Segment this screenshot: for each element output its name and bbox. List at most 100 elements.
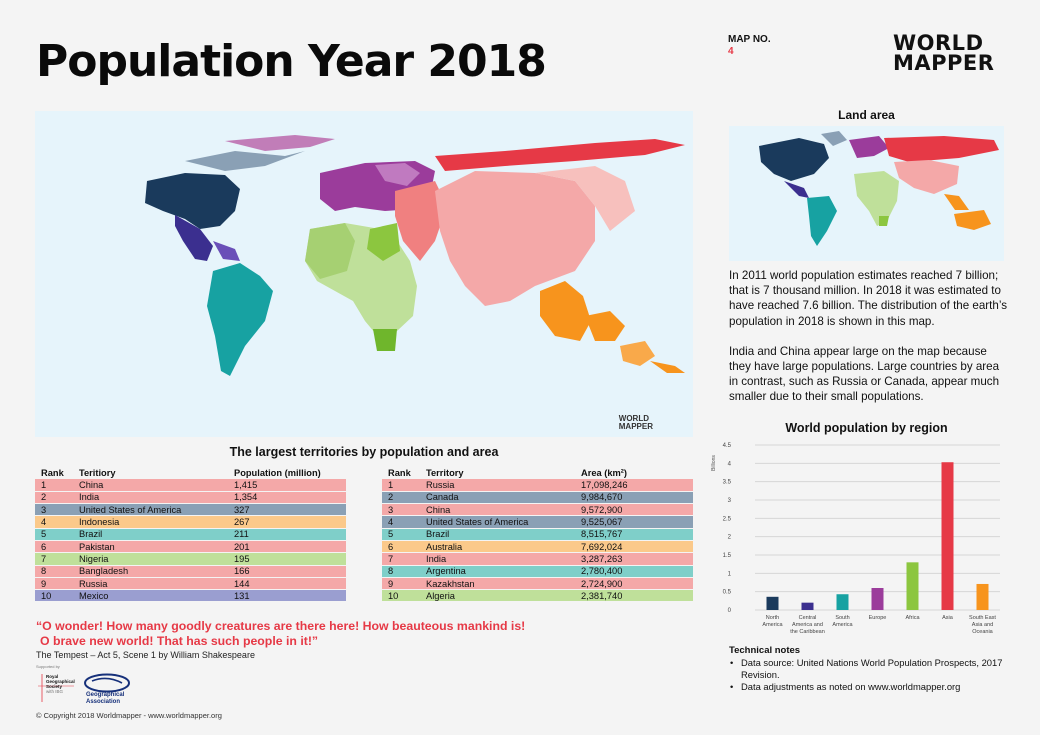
bar <box>941 462 954 610</box>
area-cell-value: 3,287,263 <box>575 552 693 566</box>
grid-layer: 0 0.5 1 1.5 2 2.5 3 3.5 4 4.5 <box>723 443 1000 614</box>
description-paragraph-2: India and China appear large on the map … <box>729 344 1000 404</box>
bar <box>871 588 884 610</box>
land-central-america <box>784 181 809 198</box>
x-tick-label: Europe <box>869 615 887 621</box>
ga-text-line-2: Association <box>86 698 121 705</box>
area-cell-name: Kazakhstan <box>420 577 575 591</box>
x-tick-label: Oceania <box>972 629 993 635</box>
quote-line-1: “O wonder! How many goodly creatures are… <box>36 619 526 633</box>
area-cell-rank: 1 <box>382 479 420 492</box>
population-cell-value: 1,354 <box>228 491 346 505</box>
area-table-header: Rank Territory Area (km²) <box>382 467 693 479</box>
north-america-shape <box>145 173 240 229</box>
bar-chart-svg: 00.511.522.533.544.5 NorthAmericaCentral… <box>711 443 1000 635</box>
pacific-islands-shape <box>650 361 685 373</box>
ga-text: Geographical Association <box>86 692 124 705</box>
population-cell-value: 131 <box>228 589 346 603</box>
population-row: 4 Indonesia 267 <box>35 515 346 529</box>
y-tick-label: 1 <box>728 571 732 577</box>
rgs-text-line-1: Royal <box>46 674 59 679</box>
population-row: 7 Nigeria 195 <box>35 552 346 566</box>
population-cell-value: 327 <box>228 503 346 517</box>
land-southeast-asia <box>944 194 969 210</box>
area-cell-name: Australia <box>420 540 575 554</box>
x-tick-label: America <box>832 622 853 628</box>
worldmapper-logo[interactable]: WORLD MAPPER <box>893 33 994 74</box>
population-cell-rank: 7 <box>35 552 73 566</box>
population-cell-rank: 4 <box>35 515 73 529</box>
y-tick-label: 3.5 <box>723 480 732 486</box>
asia-shape <box>435 171 595 306</box>
southeast-asia-shape <box>540 281 591 341</box>
land-area-map <box>729 126 1004 261</box>
geographical-association-logo[interactable] <box>82 673 132 705</box>
map-number-value: 4 <box>728 46 734 57</box>
x-tick-label: America and <box>792 622 823 628</box>
area-row: 8 Argentina 2,780,400 <box>382 565 693 578</box>
population-cell-value: 267 <box>228 515 346 529</box>
y-tick-label: 4.5 <box>723 443 732 449</box>
population-cell-rank: 8 <box>35 565 73 578</box>
land-south-america <box>807 196 837 246</box>
population-cartogram: WORLD MAPPER <box>35 111 693 437</box>
population-cell-name: Russia <box>73 577 228 591</box>
area-cell-name: United States of America <box>420 515 575 529</box>
area-cell-rank: 5 <box>382 528 420 541</box>
population-cell-value: 201 <box>228 540 346 554</box>
south-africa-shape <box>373 329 397 351</box>
x-tick-label: the Caribbean <box>790 629 825 635</box>
population-cell-name: Pakistan <box>73 540 228 554</box>
land-asia <box>894 160 959 194</box>
land-area-shapes <box>759 131 999 246</box>
area-cell-rank: 9 <box>382 577 420 591</box>
area-cell-value: 2,780,400 <box>575 565 693 578</box>
population-cell-rank: 9 <box>35 577 73 591</box>
population-cell-name: Bangladesh <box>73 565 228 578</box>
population-cell-rank: 10 <box>35 589 73 603</box>
area-header-rank: Rank <box>388 468 411 478</box>
land-greenland <box>821 131 847 146</box>
area-cell-name: India <box>420 552 575 566</box>
population-cell-rank: 1 <box>35 479 73 492</box>
area-cell-value: 9,984,670 <box>575 491 693 505</box>
area-row: 5 Brazil 8,515,767 <box>382 528 693 541</box>
cartogram-shapes <box>145 135 685 376</box>
population-row: 10 Mexico 131 <box>35 589 346 603</box>
area-cell-name: Russia <box>420 479 575 492</box>
population-cell-rank: 2 <box>35 491 73 505</box>
map-watermark-line-2: MAPPER <box>618 422 653 431</box>
y-tick-label: 0 <box>728 608 732 614</box>
area-row: 3 China 9,572,900 <box>382 503 693 517</box>
area-row: 9 Kazakhstan 2,724,900 <box>382 577 693 591</box>
population-cell-value: 211 <box>228 528 346 541</box>
map-watermark: WORLD MAPPER <box>619 415 653 431</box>
population-cell-value: 1,415 <box>228 479 346 492</box>
x-tick-label: North <box>766 615 779 621</box>
population-cell-name: Brazil <box>73 528 228 541</box>
area-cell-name: Algeria <box>420 589 575 603</box>
area-header-value: Area (km²) <box>581 468 627 478</box>
quote-source: The Tempest – Act 5, Scene 1 by William … <box>36 650 255 660</box>
east-africa-shape <box>367 223 400 261</box>
ga-text-line-1: Geographical <box>86 692 125 698</box>
area-cell-value: 7,692,024 <box>575 540 693 554</box>
technical-note-2-text: Data adjustments as noted on www.worldma… <box>741 681 961 693</box>
bar <box>836 594 849 610</box>
population-cell-rank: 6 <box>35 540 73 554</box>
population-row: 9 Russia 144 <box>35 577 346 591</box>
rgs-text: Royal Geographical Society with IBG <box>46 674 75 694</box>
area-table-body: 1 Russia 17,098,246 2 Canada 9,984,670 3 China 9… <box>382 479 693 603</box>
area-row: 6 Australia 7,692,024 <box>382 540 693 554</box>
population-table-body: 1 China 1,415 2 India 1,354 3 United States of … <box>35 479 346 603</box>
population-by-region-chart: 0 0.5 1 1.5 2 2.5 3 3.5 4 4.5 North America Central… <box>705 437 1010 642</box>
population-table: Rank Teritiory Population (million) 1 Chi… <box>35 467 346 603</box>
copyright: © Copyright 2018 Worldmapper - www.world… <box>36 711 222 720</box>
rgs-logo[interactable]: Royal Geographical Society with IBG <box>38 672 78 704</box>
russia-shape <box>435 139 685 171</box>
bar <box>801 602 814 610</box>
x-tick-label: America <box>762 622 783 628</box>
land-russia <box>884 136 999 162</box>
land-africa <box>854 171 899 226</box>
x-tick-label: Africa <box>905 615 920 621</box>
